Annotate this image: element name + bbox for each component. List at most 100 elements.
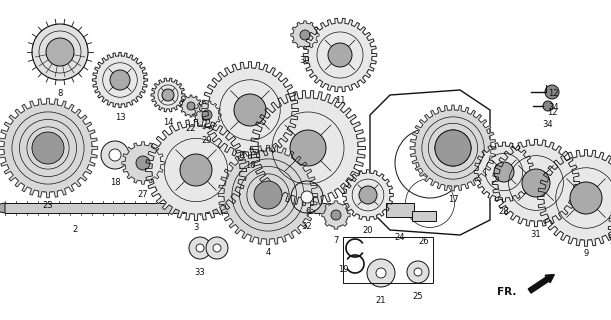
Circle shape — [189, 237, 211, 259]
Text: 26: 26 — [419, 237, 430, 246]
Circle shape — [570, 182, 602, 214]
Text: 14: 14 — [163, 118, 174, 127]
Circle shape — [208, 68, 292, 152]
Circle shape — [415, 110, 491, 186]
Circle shape — [324, 203, 348, 227]
Polygon shape — [251, 91, 365, 205]
Circle shape — [136, 156, 150, 170]
Circle shape — [187, 102, 195, 110]
Text: 11: 11 — [335, 96, 345, 105]
Polygon shape — [343, 170, 393, 220]
Polygon shape — [202, 62, 298, 158]
Circle shape — [206, 237, 228, 259]
Polygon shape — [0, 203, 5, 213]
Circle shape — [545, 85, 559, 99]
Circle shape — [258, 98, 358, 198]
Text: 8: 8 — [57, 89, 63, 98]
Circle shape — [125, 145, 161, 181]
Polygon shape — [492, 139, 580, 227]
Text: 12: 12 — [547, 108, 557, 117]
Text: 17: 17 — [448, 195, 458, 204]
Circle shape — [180, 154, 212, 186]
Text: 7: 7 — [334, 236, 338, 245]
Circle shape — [498, 145, 574, 221]
Polygon shape — [151, 78, 185, 112]
Circle shape — [346, 173, 390, 217]
Circle shape — [544, 156, 611, 240]
Polygon shape — [145, 119, 247, 220]
Polygon shape — [291, 21, 319, 49]
Text: 20: 20 — [363, 226, 373, 235]
Text: 2: 2 — [72, 225, 78, 234]
Text: 28: 28 — [499, 207, 510, 216]
Circle shape — [213, 244, 221, 252]
Circle shape — [196, 244, 204, 252]
Circle shape — [4, 104, 92, 192]
Text: 6: 6 — [306, 207, 310, 216]
FancyBboxPatch shape — [386, 203, 414, 217]
Circle shape — [300, 30, 310, 40]
Text: 4: 4 — [265, 248, 271, 257]
Text: 9: 9 — [584, 249, 588, 258]
Circle shape — [494, 162, 514, 182]
Circle shape — [96, 56, 144, 104]
Circle shape — [202, 110, 212, 120]
Circle shape — [331, 210, 341, 220]
Text: 23: 23 — [43, 201, 53, 210]
Text: 10: 10 — [245, 161, 255, 170]
Circle shape — [32, 24, 88, 80]
Text: 3: 3 — [193, 223, 199, 232]
Polygon shape — [303, 18, 377, 92]
Circle shape — [414, 268, 422, 276]
Circle shape — [162, 89, 174, 101]
Circle shape — [522, 169, 550, 197]
Circle shape — [328, 43, 352, 67]
Text: 31: 31 — [531, 230, 541, 239]
Text: 19: 19 — [338, 265, 348, 274]
Circle shape — [359, 186, 377, 204]
Circle shape — [182, 97, 200, 115]
Polygon shape — [410, 105, 496, 191]
Text: 22: 22 — [186, 124, 196, 133]
FancyBboxPatch shape — [5, 203, 330, 213]
Circle shape — [101, 141, 129, 169]
Text: 30: 30 — [299, 56, 310, 65]
Polygon shape — [609, 184, 611, 272]
Circle shape — [301, 191, 313, 203]
Polygon shape — [538, 150, 611, 246]
Circle shape — [234, 94, 266, 126]
Circle shape — [293, 23, 317, 47]
Text: 24: 24 — [395, 233, 405, 242]
Circle shape — [195, 103, 219, 127]
Circle shape — [224, 151, 312, 239]
Text: 13: 13 — [115, 113, 125, 122]
Circle shape — [46, 38, 74, 66]
Circle shape — [154, 81, 182, 109]
Text: 34: 34 — [548, 102, 558, 111]
Text: 29: 29 — [202, 136, 212, 145]
Circle shape — [543, 101, 553, 111]
Text: 32: 32 — [302, 222, 312, 231]
Text: 34: 34 — [543, 120, 554, 129]
Circle shape — [290, 130, 326, 166]
Text: 18: 18 — [110, 178, 120, 187]
Text: 27: 27 — [137, 190, 148, 199]
Polygon shape — [322, 201, 350, 229]
Polygon shape — [180, 95, 202, 117]
Circle shape — [32, 132, 64, 164]
Polygon shape — [193, 101, 221, 129]
Circle shape — [254, 181, 282, 209]
Circle shape — [308, 23, 372, 87]
Text: 25: 25 — [413, 292, 423, 301]
Circle shape — [109, 149, 121, 161]
Polygon shape — [0, 98, 98, 198]
FancyBboxPatch shape — [412, 211, 436, 221]
Text: 21: 21 — [376, 296, 386, 305]
Text: 33: 33 — [195, 268, 205, 277]
Circle shape — [478, 146, 530, 198]
FancyArrow shape — [529, 275, 554, 293]
Circle shape — [291, 181, 323, 213]
Circle shape — [367, 259, 395, 287]
Text: 12: 12 — [548, 89, 558, 98]
Circle shape — [407, 261, 429, 283]
